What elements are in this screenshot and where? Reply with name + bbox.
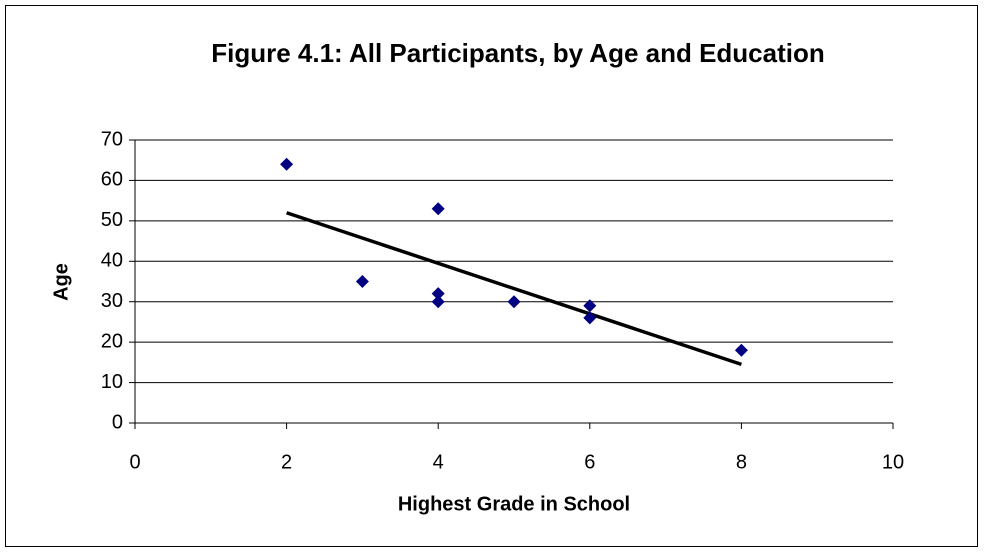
y-tick-label: 10 [101, 371, 123, 393]
data-point [280, 157, 294, 171]
x-axis-label: Highest Grade in School [398, 493, 630, 515]
y-tick-label: 20 [101, 330, 123, 352]
data-point [507, 295, 521, 309]
chart-border [5, 5, 978, 547]
x-tick-label: 0 [129, 451, 140, 473]
x-tick-label: 10 [882, 451, 904, 473]
data-point [583, 299, 597, 313]
y-tick-label: 50 [101, 209, 123, 231]
data-point [355, 275, 369, 288]
y-tick-label: 40 [101, 250, 123, 272]
x-tick-label: 4 [433, 451, 444, 473]
trendline [286, 211, 742, 367]
y-tick-label: 30 [101, 290, 123, 312]
data-point [431, 295, 445, 309]
data-point [734, 343, 748, 357]
chart-title: Figure 4.1: All Participants, by Age and… [211, 38, 825, 68]
x-tick-label: 8 [736, 451, 747, 473]
data-point [431, 287, 445, 301]
y-tick-label: 70 [101, 128, 123, 150]
y-tick-label: 60 [101, 169, 123, 191]
data-point [431, 202, 445, 216]
y-tick-label: 0 [112, 411, 123, 433]
x-tick-label: 6 [584, 451, 595, 473]
x-tick-label: 2 [281, 451, 292, 473]
y-axis-label: Age [50, 263, 72, 301]
data-point [583, 311, 597, 325]
